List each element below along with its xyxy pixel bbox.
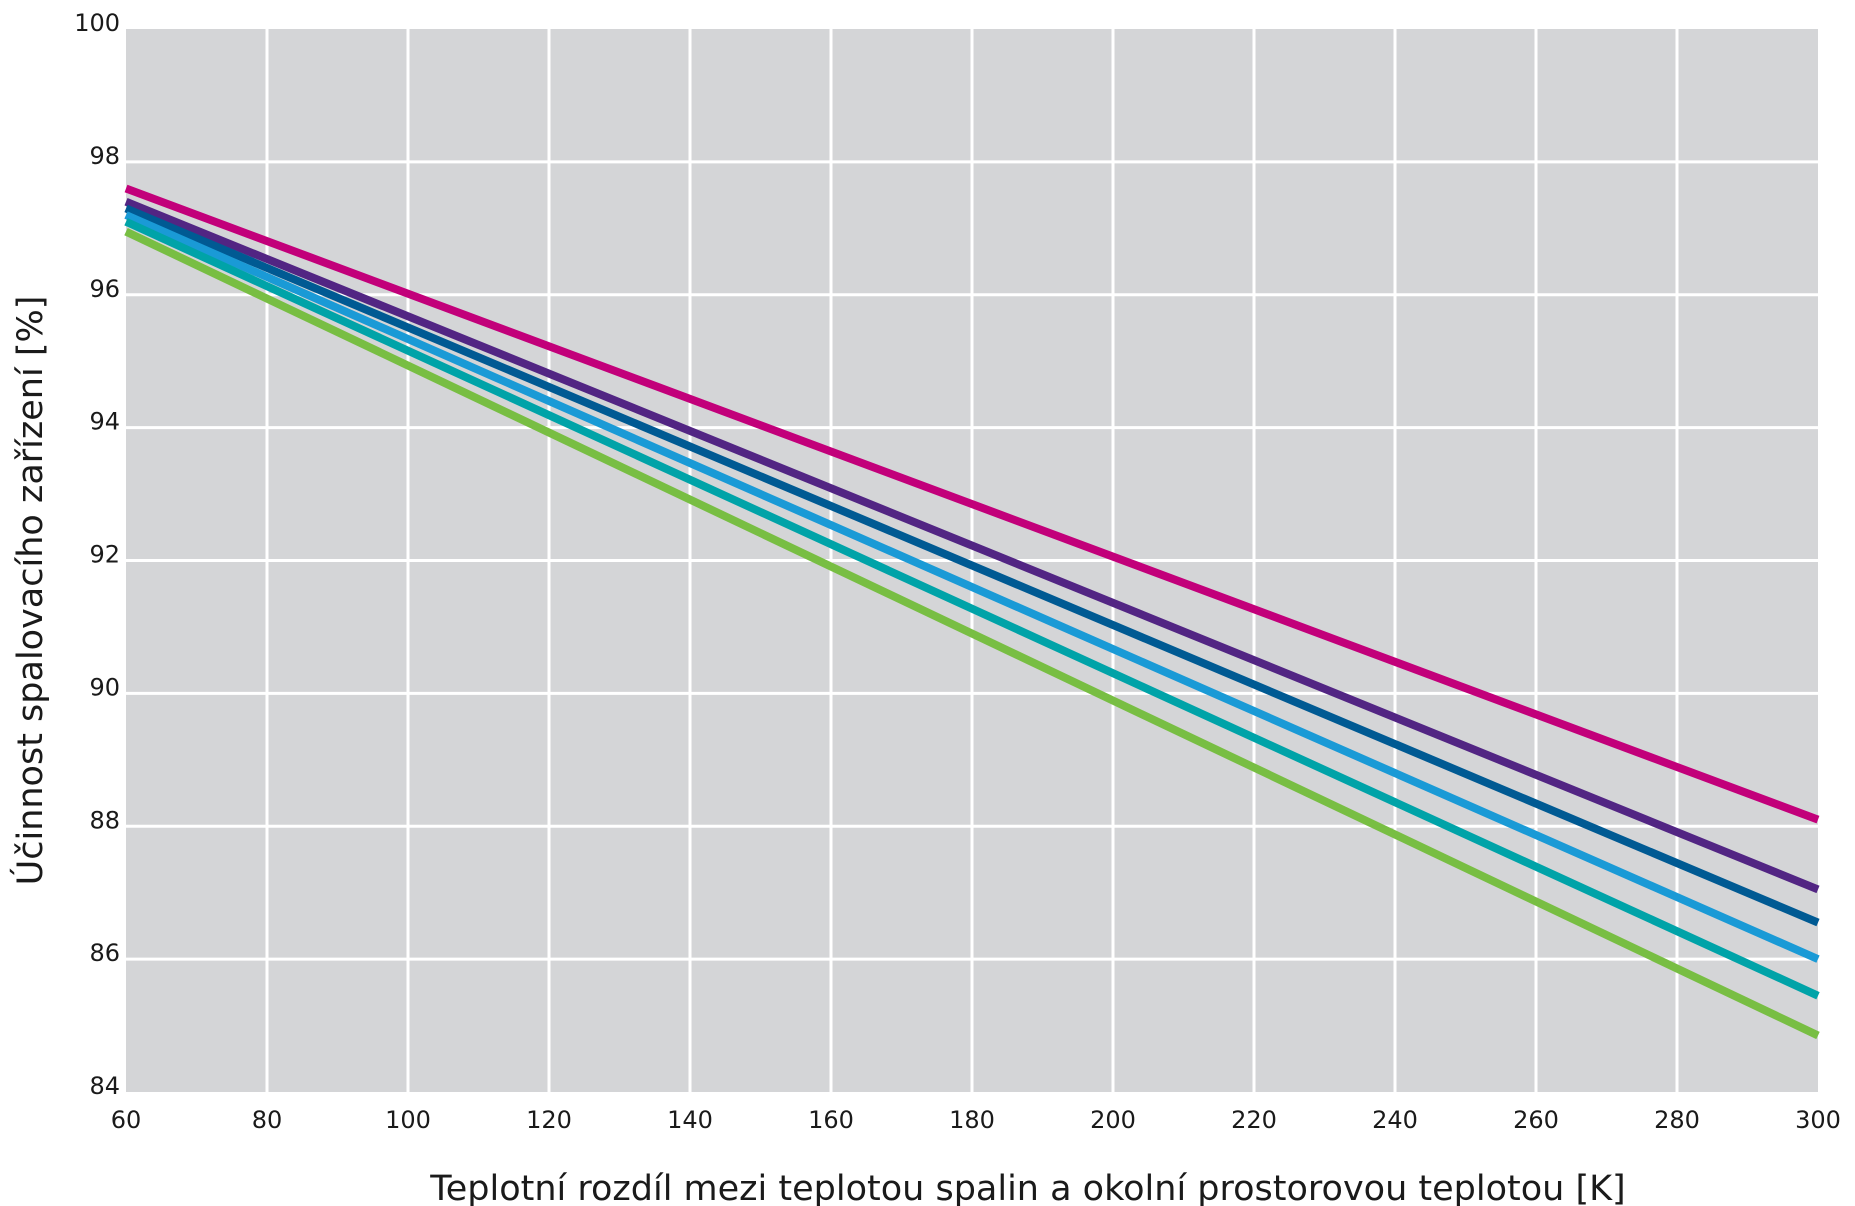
y-tick-label-84: 84 <box>89 1072 120 1100</box>
y-axis-title: Účinnost spalovacího zařízení [%] <box>9 296 51 886</box>
x-tick-label-200: 200 <box>1090 1106 1136 1134</box>
x-tick-label-120: 120 <box>526 1106 572 1134</box>
x-axis-ticks: 60 80 100 120 140 160 180 200 220 240 260 280 300 <box>111 1106 1841 1134</box>
x-tick-label-160: 160 <box>808 1106 854 1134</box>
series-line-2 <box>124 197 1820 894</box>
series-line-4 <box>124 211 1820 963</box>
y-tick-label-88: 88 <box>89 806 120 834</box>
x-tick-label-280: 280 <box>1654 1106 1700 1134</box>
x-tick-label-220: 220 <box>1231 1106 1277 1134</box>
x-axis-title: Teplotní rozdíl mezi teplotou spalin a o… <box>429 1169 1625 1206</box>
series-line-1 <box>124 184 1820 824</box>
x-tick-label-80: 80 <box>252 1106 283 1134</box>
x-tick-label-100: 100 <box>385 1106 431 1134</box>
series-line-5 <box>124 218 1820 1000</box>
grid <box>126 29 1818 1092</box>
y-tick-label-86: 86 <box>89 939 120 967</box>
y-tick-label-90: 90 <box>89 673 120 701</box>
series-lines <box>124 184 1820 1040</box>
x-tick-label-260: 260 <box>1513 1106 1559 1134</box>
y-tick-label-100: 100 <box>74 9 120 37</box>
y-tick-label-92: 92 <box>89 541 120 569</box>
x-tick-label-240: 240 <box>1372 1106 1418 1134</box>
y-tick-label-98: 98 <box>89 142 120 170</box>
x-tick-label-60: 60 <box>111 1106 142 1134</box>
series-line-6 <box>124 227 1820 1040</box>
x-tick-label-140: 140 <box>667 1106 713 1134</box>
x-tick-label-180: 180 <box>949 1106 995 1134</box>
y-tick-label-96: 96 <box>89 275 120 303</box>
y-tick-label-94: 94 <box>89 408 120 436</box>
y-axis-ticks: 84 86 88 90 92 94 96 98 100 <box>74 9 120 1100</box>
x-tick-label-300: 300 <box>1795 1106 1841 1134</box>
series-line-3 <box>124 204 1820 927</box>
